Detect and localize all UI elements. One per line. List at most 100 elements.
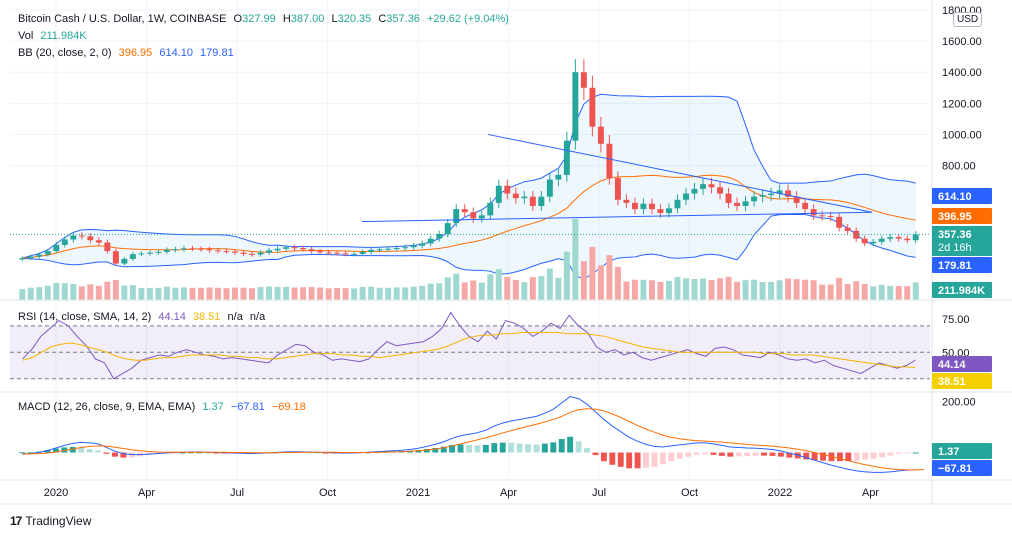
candle-body[interactable] [61,239,68,245]
macd-label[interactable]: MACD (12, 26, close, 9, EMA, EMA) [18,401,196,413]
candle-body[interactable] [368,249,375,252]
candle-body[interactable] [359,251,366,254]
candle-body[interactable] [334,252,341,254]
candle-body[interactable] [308,249,315,252]
candle-body[interactable] [393,248,400,249]
candle-body[interactable] [44,251,51,255]
currency-button[interactable]: USD [953,12,983,27]
candle-body[interactable] [623,199,630,203]
candle-body[interactable] [402,247,409,249]
candle-body[interactable] [257,252,264,255]
candle-body[interactable] [138,253,145,255]
candle-body[interactable] [512,193,519,199]
candle-body[interactable] [912,234,919,241]
candle-body[interactable] [461,209,468,213]
candle-body[interactable] [802,202,809,210]
candle-body[interactable] [589,87,596,127]
candle-body[interactable] [640,203,647,210]
candle-body[interactable] [104,242,111,252]
candle-body[interactable] [717,187,724,194]
candle-body[interactable] [283,247,290,249]
candle-body[interactable] [436,234,443,239]
candle-body[interactable] [751,196,758,202]
candle-body[interactable] [214,250,221,252]
candle-body[interactable] [453,209,460,224]
candle-body[interactable] [572,72,579,141]
candle-body[interactable] [819,215,826,217]
candle-body[interactable] [444,223,451,234]
candle-body[interactable] [487,202,494,216]
candle-body[interactable] [674,199,681,209]
candle-body[interactable] [180,248,187,250]
candle-body[interactable] [121,258,128,264]
candle-body[interactable] [657,209,664,213]
candle-body[interactable] [427,238,434,244]
candle-body[interactable] [240,252,247,254]
bb-label[interactable]: BB (20, close, 2, 0) [18,47,112,59]
candle-body[interactable] [521,196,528,199]
candle-body[interactable] [597,126,604,144]
candle-body[interactable] [904,238,911,241]
candle-body[interactable] [300,248,307,250]
candle-body[interactable] [27,256,34,259]
candle-body[interactable] [342,253,349,255]
candle-body[interactable] [470,212,477,219]
candle-body[interactable] [504,185,511,194]
candle-body[interactable] [725,193,732,203]
candle-body[interactable] [70,235,77,240]
candle-body[interactable] [189,248,196,250]
candle-body[interactable] [563,140,570,175]
candle-body[interactable] [648,203,655,210]
candle-body[interactable] [614,178,621,200]
candle-body[interactable] [691,188,698,194]
candle-body[interactable] [529,196,536,206]
candle-body[interactable] [410,245,417,248]
candle-body[interactable] [95,240,102,243]
candle-body[interactable] [895,237,902,239]
candle-body[interactable] [112,251,119,264]
candle-body[interactable] [887,237,894,239]
candle-body[interactable] [827,216,834,218]
candle-body[interactable] [700,184,706,189]
candle-body[interactable] [249,253,255,255]
candle-body[interactable] [419,243,426,246]
candle-body[interactable] [768,193,775,196]
candle-body[interactable] [206,249,213,251]
candle-body[interactable] [53,244,60,252]
candle-body[interactable] [146,252,153,254]
symbol-title[interactable]: Bitcoin Cash / U.S. Dollar, 1W, COINBASE [18,13,227,25]
candle-body[interactable] [385,248,392,250]
candle-body[interactable] [155,251,162,253]
candle-body[interactable] [291,247,298,249]
candle-body[interactable] [19,258,26,260]
candle-body[interactable] [742,201,749,206]
candle-body[interactable] [87,236,94,241]
candle-body[interactable] [163,249,170,252]
candle-body[interactable] [734,202,741,206]
candle-body[interactable] [129,254,136,259]
volume-label[interactable]: Vol [18,30,34,42]
candle-body[interactable] [376,249,383,251]
candle-body[interactable] [274,248,281,251]
candles[interactable] [19,59,919,266]
candle-body[interactable] [776,190,783,194]
candle-body[interactable] [36,254,43,257]
candle-body[interactable] [631,202,638,210]
candle-body[interactable] [606,143,613,178]
candle-body[interactable] [172,249,179,251]
candle-body[interactable] [78,235,85,237]
candle-body[interactable] [351,253,358,255]
candle-body[interactable] [495,185,502,203]
candle-body[interactable] [325,252,332,254]
candle-body[interactable] [538,196,545,206]
candle-body[interactable] [861,238,868,244]
candle-body[interactable] [317,251,324,253]
candle-body[interactable] [232,251,238,253]
candle-body[interactable] [844,227,851,231]
candle-body[interactable] [708,184,715,188]
rsi-label[interactable]: RSI (14, close, SMA, 14, 2) [18,311,152,323]
candle-body[interactable] [580,72,587,88]
candle-body[interactable] [546,179,553,197]
candle-body[interactable] [810,209,817,216]
